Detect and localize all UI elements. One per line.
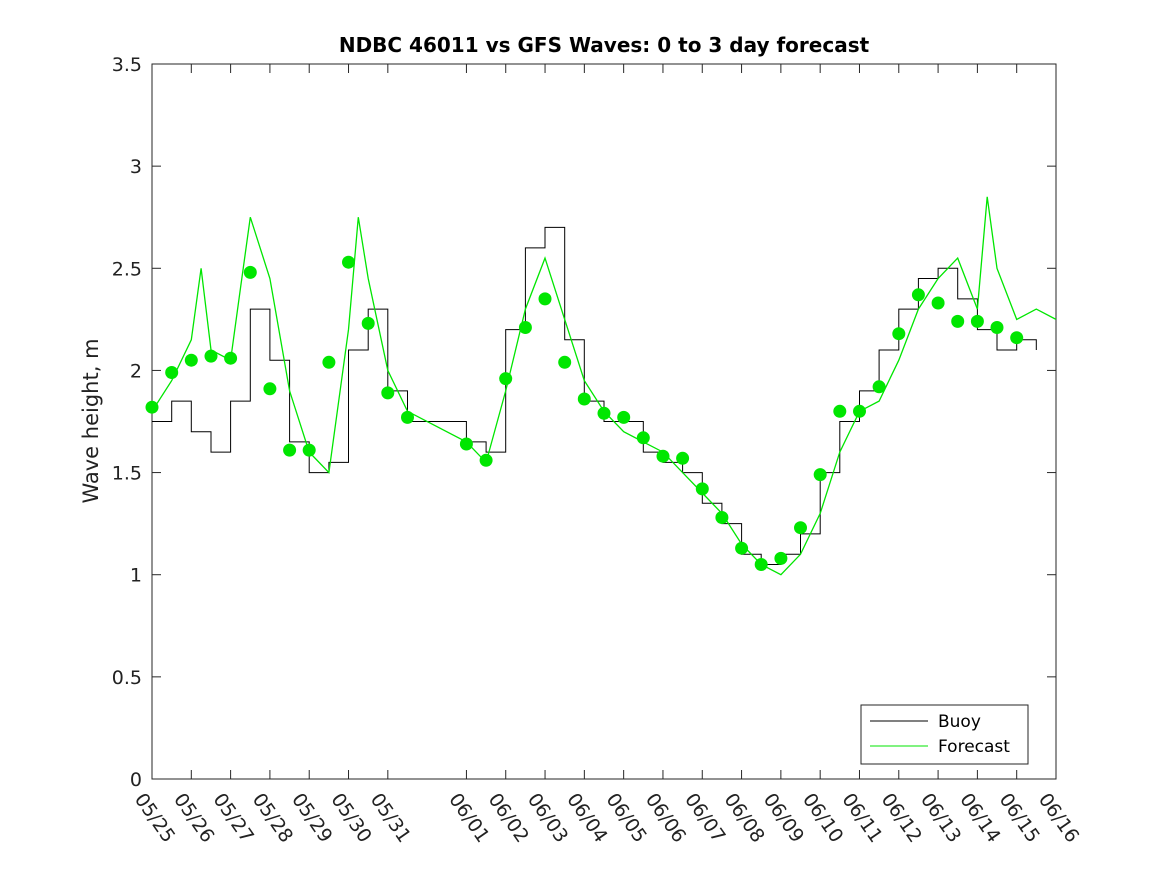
legend-label-forecast: Forecast bbox=[938, 737, 1010, 757]
analysis-point bbox=[715, 511, 729, 524]
y-tick-label: 3 bbox=[130, 156, 142, 178]
analysis-point bbox=[224, 351, 238, 365]
analysis-point bbox=[970, 314, 984, 328]
analysis-point bbox=[165, 366, 179, 379]
analysis-point bbox=[872, 380, 886, 394]
analysis-point bbox=[145, 400, 159, 414]
y-axis-label: Wave height, m bbox=[79, 338, 103, 503]
legend-label-buoy: Buoy bbox=[938, 712, 981, 732]
analysis-point bbox=[381, 386, 395, 400]
y-tick-label: 1 bbox=[130, 565, 142, 587]
analysis-point bbox=[263, 382, 277, 396]
analysis-point bbox=[302, 443, 316, 457]
y-tick-label: 1.5 bbox=[112, 463, 142, 485]
analysis-point bbox=[459, 437, 473, 451]
analysis-point bbox=[499, 372, 513, 386]
analysis-point bbox=[813, 468, 827, 482]
analysis-point bbox=[322, 355, 336, 369]
analysis-point bbox=[656, 449, 670, 463]
axis-ticks bbox=[151, 63, 1057, 780]
analysis-point bbox=[479, 453, 493, 467]
analysis-point bbox=[794, 521, 807, 535]
analysis-point bbox=[931, 296, 945, 310]
legend: Buoy Forecast bbox=[860, 704, 1029, 765]
analysis-point bbox=[951, 314, 965, 328]
analysis-point bbox=[558, 355, 572, 369]
y-tick-label: 0 bbox=[130, 769, 142, 791]
analysis-point bbox=[401, 410, 414, 424]
analysis-point bbox=[695, 482, 709, 496]
analysis-point bbox=[911, 288, 925, 302]
analysis-point bbox=[735, 541, 749, 555]
analysis-points bbox=[145, 255, 1024, 571]
analysis-point bbox=[597, 406, 611, 420]
y-tick-label: 2.5 bbox=[112, 258, 142, 280]
analysis-point bbox=[833, 404, 847, 418]
analysis-point bbox=[676, 451, 690, 465]
legend-box bbox=[860, 704, 1029, 765]
analysis-point bbox=[892, 327, 906, 341]
analysis-point bbox=[754, 558, 768, 571]
analysis-point bbox=[243, 265, 257, 279]
analysis-point bbox=[518, 321, 532, 334]
y-tick-label: 3.5 bbox=[112, 54, 142, 76]
analysis-point bbox=[538, 292, 552, 306]
analysis-point bbox=[342, 255, 355, 269]
y-tick-label: 0.5 bbox=[112, 667, 142, 689]
y-tick-label: 2 bbox=[130, 360, 142, 382]
analysis-point bbox=[774, 551, 788, 565]
chart-title: NDBC 46011 vs GFS Waves: 0 to 3 day fore… bbox=[339, 33, 870, 57]
analysis-point bbox=[204, 349, 218, 363]
analysis-point bbox=[1010, 331, 1024, 345]
analysis-point bbox=[184, 353, 198, 367]
analysis-point bbox=[361, 316, 375, 330]
analysis-point bbox=[853, 404, 866, 418]
analysis-point bbox=[990, 321, 1004, 334]
analysis-point bbox=[283, 443, 297, 457]
analysis-point bbox=[617, 410, 631, 424]
analysis-point bbox=[577, 392, 591, 406]
analysis-point bbox=[636, 431, 650, 445]
